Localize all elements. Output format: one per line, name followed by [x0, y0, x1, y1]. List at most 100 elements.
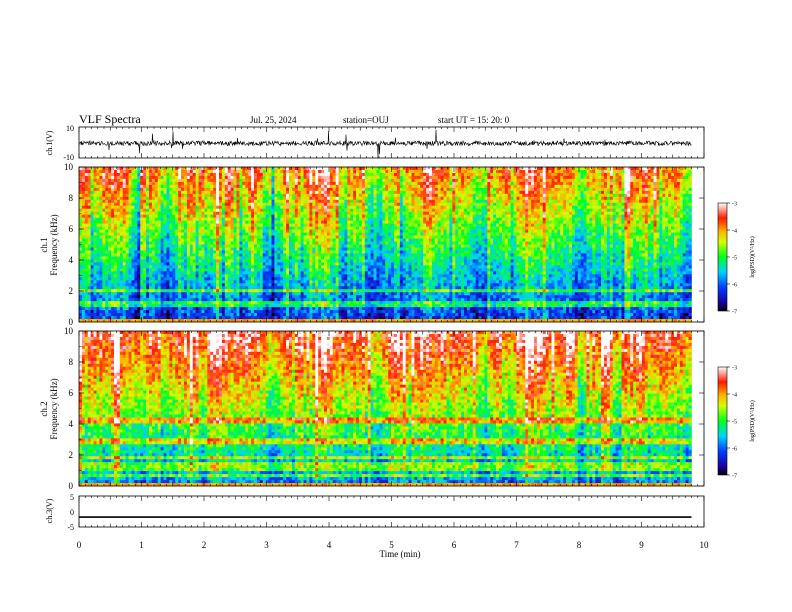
spectrogram-cell	[120, 182, 123, 185]
spectrogram-cell	[129, 230, 132, 233]
spectrogram-cell	[295, 253, 298, 256]
spectrogram-cell	[190, 259, 193, 262]
spectrogram-cell	[330, 307, 333, 310]
spectrogram-cell	[318, 313, 321, 316]
spectrogram-cell	[295, 274, 298, 277]
spectrogram-cell	[126, 253, 129, 256]
spectrogram-cell	[219, 176, 222, 179]
spectrogram-cell	[318, 265, 321, 268]
spectrogram-cell	[327, 230, 330, 233]
spectrogram-cell	[257, 209, 260, 212]
spectrogram-cell	[175, 212, 178, 215]
spectrogram-cell	[228, 245, 231, 248]
spectrogram-cell	[307, 265, 310, 268]
spectrogram-cell	[272, 197, 275, 200]
spectrogram-cell	[344, 301, 347, 304]
spectrogram-cell	[126, 191, 129, 194]
spectrogram-cell	[79, 313, 82, 316]
spectrogram-cell	[286, 215, 289, 218]
spectrogram-cell	[129, 209, 132, 212]
spectrogram-cell	[155, 280, 158, 283]
spectrogram-cell	[102, 277, 105, 280]
spectrogram-cell	[257, 313, 260, 316]
spectrogram-cell	[155, 253, 158, 256]
spectrogram-cell	[108, 292, 111, 295]
spectrogram-cell	[88, 179, 91, 182]
spectrogram-cell	[158, 301, 161, 304]
spectrogram-cell	[155, 209, 158, 212]
spectrogram-cell	[237, 182, 240, 185]
spectrogram-cell	[339, 182, 342, 185]
spectrogram-cell	[190, 203, 193, 206]
spectrogram-cell	[330, 247, 333, 250]
spectrogram-cell	[344, 209, 347, 212]
spectrogram-cell	[204, 236, 207, 239]
spectrogram-cell	[231, 280, 234, 283]
spectrogram-cell	[307, 167, 310, 170]
spectrogram-cell	[117, 265, 120, 268]
spectrogram-cell	[315, 200, 318, 203]
spectrogram-cell	[152, 259, 155, 262]
spectrogram-cell	[105, 167, 108, 170]
spectrogram-cell	[330, 295, 333, 298]
spectrogram-cell	[79, 262, 82, 265]
spectrogram-cell	[248, 191, 251, 194]
spectrogram-cell	[102, 209, 105, 212]
spectrogram-cell	[231, 200, 234, 203]
spectrogram-cell	[234, 277, 237, 280]
spectrogram-cell	[272, 224, 275, 227]
spectrogram-cell	[312, 245, 315, 248]
spectrogram-cell	[263, 301, 266, 304]
spectrogram-cell	[327, 209, 330, 212]
spectrogram-cell	[169, 167, 172, 170]
spectrogram-cell	[94, 182, 97, 185]
spectrogram-cell	[254, 170, 257, 173]
spectrogram-cell	[248, 295, 251, 298]
spectrogram-cell	[202, 271, 205, 274]
spectrogram-cell	[234, 179, 237, 182]
spectrogram-cell	[289, 218, 292, 221]
spectrogram-cell	[248, 239, 251, 242]
spectrogram-cell	[283, 179, 286, 182]
spectrogram-cell	[333, 247, 336, 250]
spectrogram-cell	[228, 265, 231, 268]
spectrogram-cell	[161, 191, 164, 194]
spectrogram-cell	[292, 242, 295, 245]
spectrogram-cell	[269, 218, 272, 221]
spectrogram-cell	[94, 307, 97, 310]
spectrogram-cell	[181, 167, 184, 170]
spectrogram-cell	[213, 194, 216, 197]
spectrogram-cell	[117, 215, 120, 218]
spectrogram-cell	[266, 283, 269, 286]
spectrogram-cell	[126, 179, 129, 182]
spectrogram-cell	[333, 313, 336, 316]
spectrogram-cell	[111, 256, 114, 259]
spectrogram-cell	[178, 262, 181, 265]
spectrogram-cell	[344, 245, 347, 248]
spectrogram-cell	[245, 191, 248, 194]
spectrogram-cell	[193, 182, 196, 185]
spectrogram-cell	[263, 173, 266, 176]
spectrogram-cell	[336, 316, 339, 319]
spectrogram-cell	[204, 191, 207, 194]
spectrogram-cell	[111, 170, 114, 173]
spectrogram-cell	[336, 310, 339, 313]
spectrogram-cell	[114, 283, 117, 286]
spectrogram-cell	[260, 185, 263, 188]
spectrogram-cell	[137, 182, 140, 185]
spectrogram-cell	[88, 310, 91, 313]
spectrogram-cell	[175, 230, 178, 233]
spectrogram-cell	[129, 289, 132, 292]
spectrogram-cell	[295, 236, 298, 239]
spectrogram-cell	[263, 176, 266, 179]
spectrogram-cell	[126, 310, 129, 313]
spectrogram-cell	[181, 271, 184, 274]
spectrogram-cell	[292, 227, 295, 230]
spectrogram-cell	[330, 188, 333, 191]
spectrogram-cell	[178, 239, 181, 242]
spectrogram-cell	[184, 253, 187, 256]
spectrogram-cell	[277, 271, 280, 274]
spectrogram-cell	[257, 233, 260, 236]
spectrogram-cell	[88, 221, 91, 224]
spectrogram-cell	[289, 271, 292, 274]
